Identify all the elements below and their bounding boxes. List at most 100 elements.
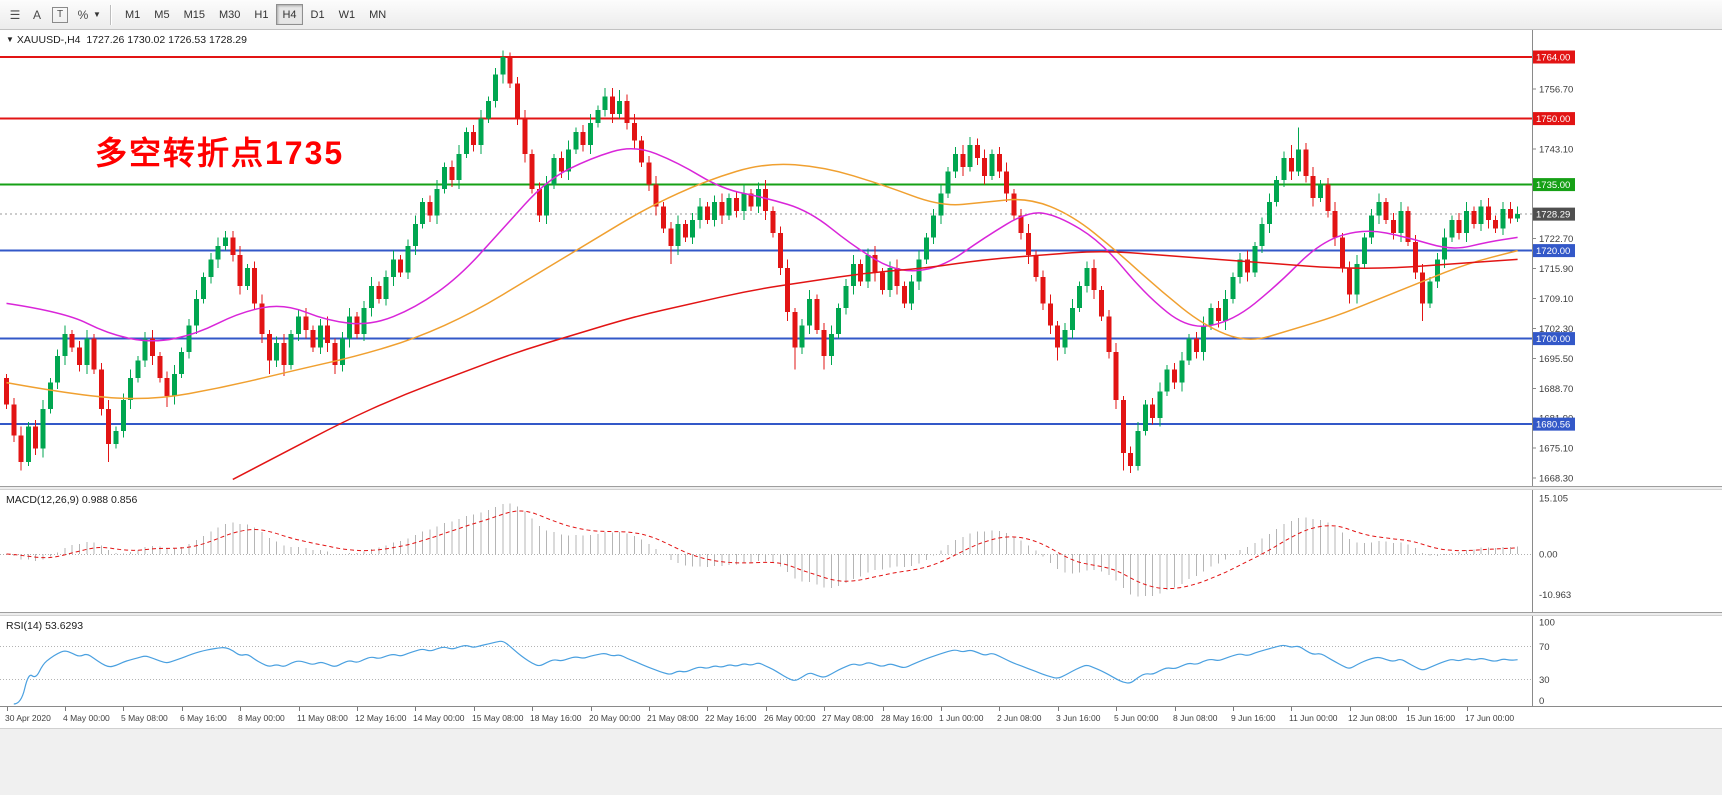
price-axis-label: 1668.30	[1539, 474, 1573, 485]
candles	[4, 50, 1521, 473]
dropdown-caret-icon[interactable]: ▼	[93, 10, 101, 19]
macd-histogram	[13, 503, 1519, 597]
annotation-text[interactable]: 多空转折点1735	[95, 135, 345, 171]
time-axis-label: 17 Jun 00:00	[1465, 713, 1515, 723]
price-axis-label: 1756.70	[1539, 85, 1573, 96]
timeframe-group: M1 M5 M15 M30 H1 H4 D1 W1 MN	[118, 4, 393, 25]
time-axis-label: 12 Jun 08:00	[1348, 713, 1398, 723]
time-axis-label: 12 May 16:00	[355, 713, 407, 723]
time-axis-label: 21 May 08:00	[647, 713, 699, 723]
time-axis-tick	[707, 707, 708, 711]
timeframe-button-h1[interactable]: H1	[248, 4, 274, 25]
svg-text:1735.00: 1735.00	[1536, 180, 1570, 191]
svg-text:1700.00: 1700.00	[1536, 334, 1570, 345]
price-axis-label: 1702.30	[1539, 324, 1573, 335]
rsi-pane[interactable]: RSI(14) 53.6293 100 70 30 0	[0, 616, 1722, 706]
time-axis-label: 15 May 08:00	[472, 713, 524, 723]
time-axis-label: 20 May 00:00	[589, 713, 641, 723]
time-axis-tick	[1116, 707, 1117, 711]
timeframe-button-m15[interactable]: M15	[178, 4, 211, 25]
svg-text:1680.56: 1680.56	[1536, 420, 1570, 431]
timeframe-button-h4[interactable]: H4	[276, 4, 303, 25]
time-axis-tick	[591, 707, 592, 711]
ohlc-values: 1727.26 1730.02 1726.53 1728.29	[86, 34, 247, 46]
macd-axis-label: 15.105	[1539, 494, 1568, 505]
text-label-icon[interactable]: A	[32, 7, 41, 22]
time-axis-tick	[299, 707, 300, 711]
time-axis-tick	[649, 707, 650, 711]
pane-separator[interactable]	[0, 486, 1722, 490]
svg-text:1720.00: 1720.00	[1536, 246, 1570, 257]
chart-objects-icon[interactable]: ☰	[9, 7, 21, 22]
time-axis-label: 5 May 08:00	[121, 713, 168, 723]
time-axis-label: 8 Jun 08:00	[1173, 713, 1218, 723]
time-axis-label: 15 Jun 16:00	[1406, 713, 1456, 723]
price-axis-label: 1709.10	[1539, 294, 1573, 305]
symbol-period-label: XAUUSD-,H4	[16, 34, 81, 46]
price-badge-1735.00: 1735.00	[1533, 178, 1575, 192]
time-axis-tick	[123, 707, 124, 711]
price-badge-1764.00: 1764.00	[1533, 50, 1575, 64]
timeframe-button-w1[interactable]: W1	[333, 4, 362, 25]
time-axis-label: 26 May 00:00	[764, 713, 816, 723]
price-badge-1680.56: 1680.56	[1533, 417, 1575, 431]
time-axis-tick	[7, 707, 8, 711]
rsi-axis-label: 70	[1539, 642, 1550, 653]
time-axis-label: 4 May 00:00	[63, 713, 110, 723]
text-box-icon[interactable]: T	[52, 6, 68, 23]
fibonacci-tool-icon[interactable]: %	[77, 7, 89, 22]
time-axis-label: 2 Jun 08:00	[997, 713, 1042, 723]
rsi-axis-label: 30	[1539, 675, 1550, 686]
timeframe-button-m30[interactable]: M30	[213, 4, 246, 25]
time-axis-tick	[182, 707, 183, 711]
time-axis-tick	[1233, 707, 1234, 711]
current-price-badge: 1728.29	[1533, 207, 1575, 221]
time-axis-tick	[240, 707, 241, 711]
timeframe-button-d1[interactable]: D1	[305, 4, 331, 25]
time-axis-tick	[999, 707, 1000, 711]
chart-ohlc-title: ▼ XAUUSD-,H4 1727.26 1730.02 1726.53 1728…	[6, 34, 247, 46]
time-axis-tick	[1350, 707, 1351, 711]
timeframe-button-mn[interactable]: MN	[363, 4, 392, 25]
timeframe-button-m1[interactable]: M1	[119, 4, 146, 25]
svg-text:1764.00: 1764.00	[1536, 53, 1570, 64]
macd-label: MACD(12,26,9) 0.988 0.856	[6, 494, 138, 506]
time-axis-tick	[415, 707, 416, 711]
time-axis-label: 9 Jun 16:00	[1231, 713, 1276, 723]
time-axis-label: 14 May 00:00	[413, 713, 465, 723]
time-axis-tick	[1467, 707, 1468, 711]
ma-fast-magenta-line[interactable]	[6, 148, 1518, 342]
macd-pane[interactable]: MACD(12,26,9) 0.988 0.856 15.105 0.00 -10.…	[0, 490, 1722, 612]
symbol-marker-icon[interactable]: ▼	[6, 35, 14, 44]
rsi-canvas[interactable]: 100 70 30 0	[0, 616, 1722, 706]
time-axis-tick	[766, 707, 767, 711]
time-axis-label: 18 May 16:00	[530, 713, 582, 723]
time-axis-label: 8 May 00:00	[238, 713, 285, 723]
price-axis-label: 1675.10	[1539, 444, 1573, 455]
time-axis[interactable]: 30 Apr 2020 4 May 00:00 5 May 08:00 6 May 1…	[0, 706, 1722, 728]
macd-canvas[interactable]: 15.105 0.00 -10.963	[0, 490, 1722, 612]
timeframe-button-m5[interactable]: M5	[148, 4, 175, 25]
time-axis-tick	[941, 707, 942, 711]
macd-axis-label: 0.00	[1539, 550, 1558, 561]
price-axis-label: 1743.10	[1539, 144, 1573, 155]
price-axis-label: 1688.70	[1539, 384, 1573, 395]
time-axis-tick	[357, 707, 358, 711]
time-axis-label: 11 Jun 00:00	[1289, 713, 1338, 723]
pane-separator[interactable]	[0, 612, 1722, 616]
time-axis-label: 27 May 08:00	[822, 713, 874, 723]
time-axis-label: 6 May 16:00	[180, 713, 227, 723]
ma-slow-red-line[interactable]	[232, 250, 1518, 481]
price-chart-canvas[interactable]: 1756.70 1743.10 1722.70 1715.90 1709.10 1702.…	[0, 30, 1722, 486]
price-badge-1720.00: 1720.00	[1533, 244, 1575, 258]
toolbar: ☰ A T% ▼ M1 M5 M15 M30 H1 H4 D1 W1 MN	[0, 0, 1722, 30]
time-axis-label: 1 Jun 00:00	[939, 713, 984, 723]
ma-mid-orange-line[interactable]	[6, 163, 1518, 400]
rsi-line	[13, 640, 1518, 705]
time-axis-tick	[1291, 707, 1292, 711]
time-axis-tick	[1058, 707, 1059, 711]
price-axis-label: 1722.70	[1539, 234, 1573, 245]
time-axis-tick	[65, 707, 66, 711]
macd-signal-line	[6, 510, 1518, 590]
main-chart-pane[interactable]: ▼ XAUUSD-,H4 1727.26 1730.02 1726.53 1728…	[0, 30, 1722, 486]
